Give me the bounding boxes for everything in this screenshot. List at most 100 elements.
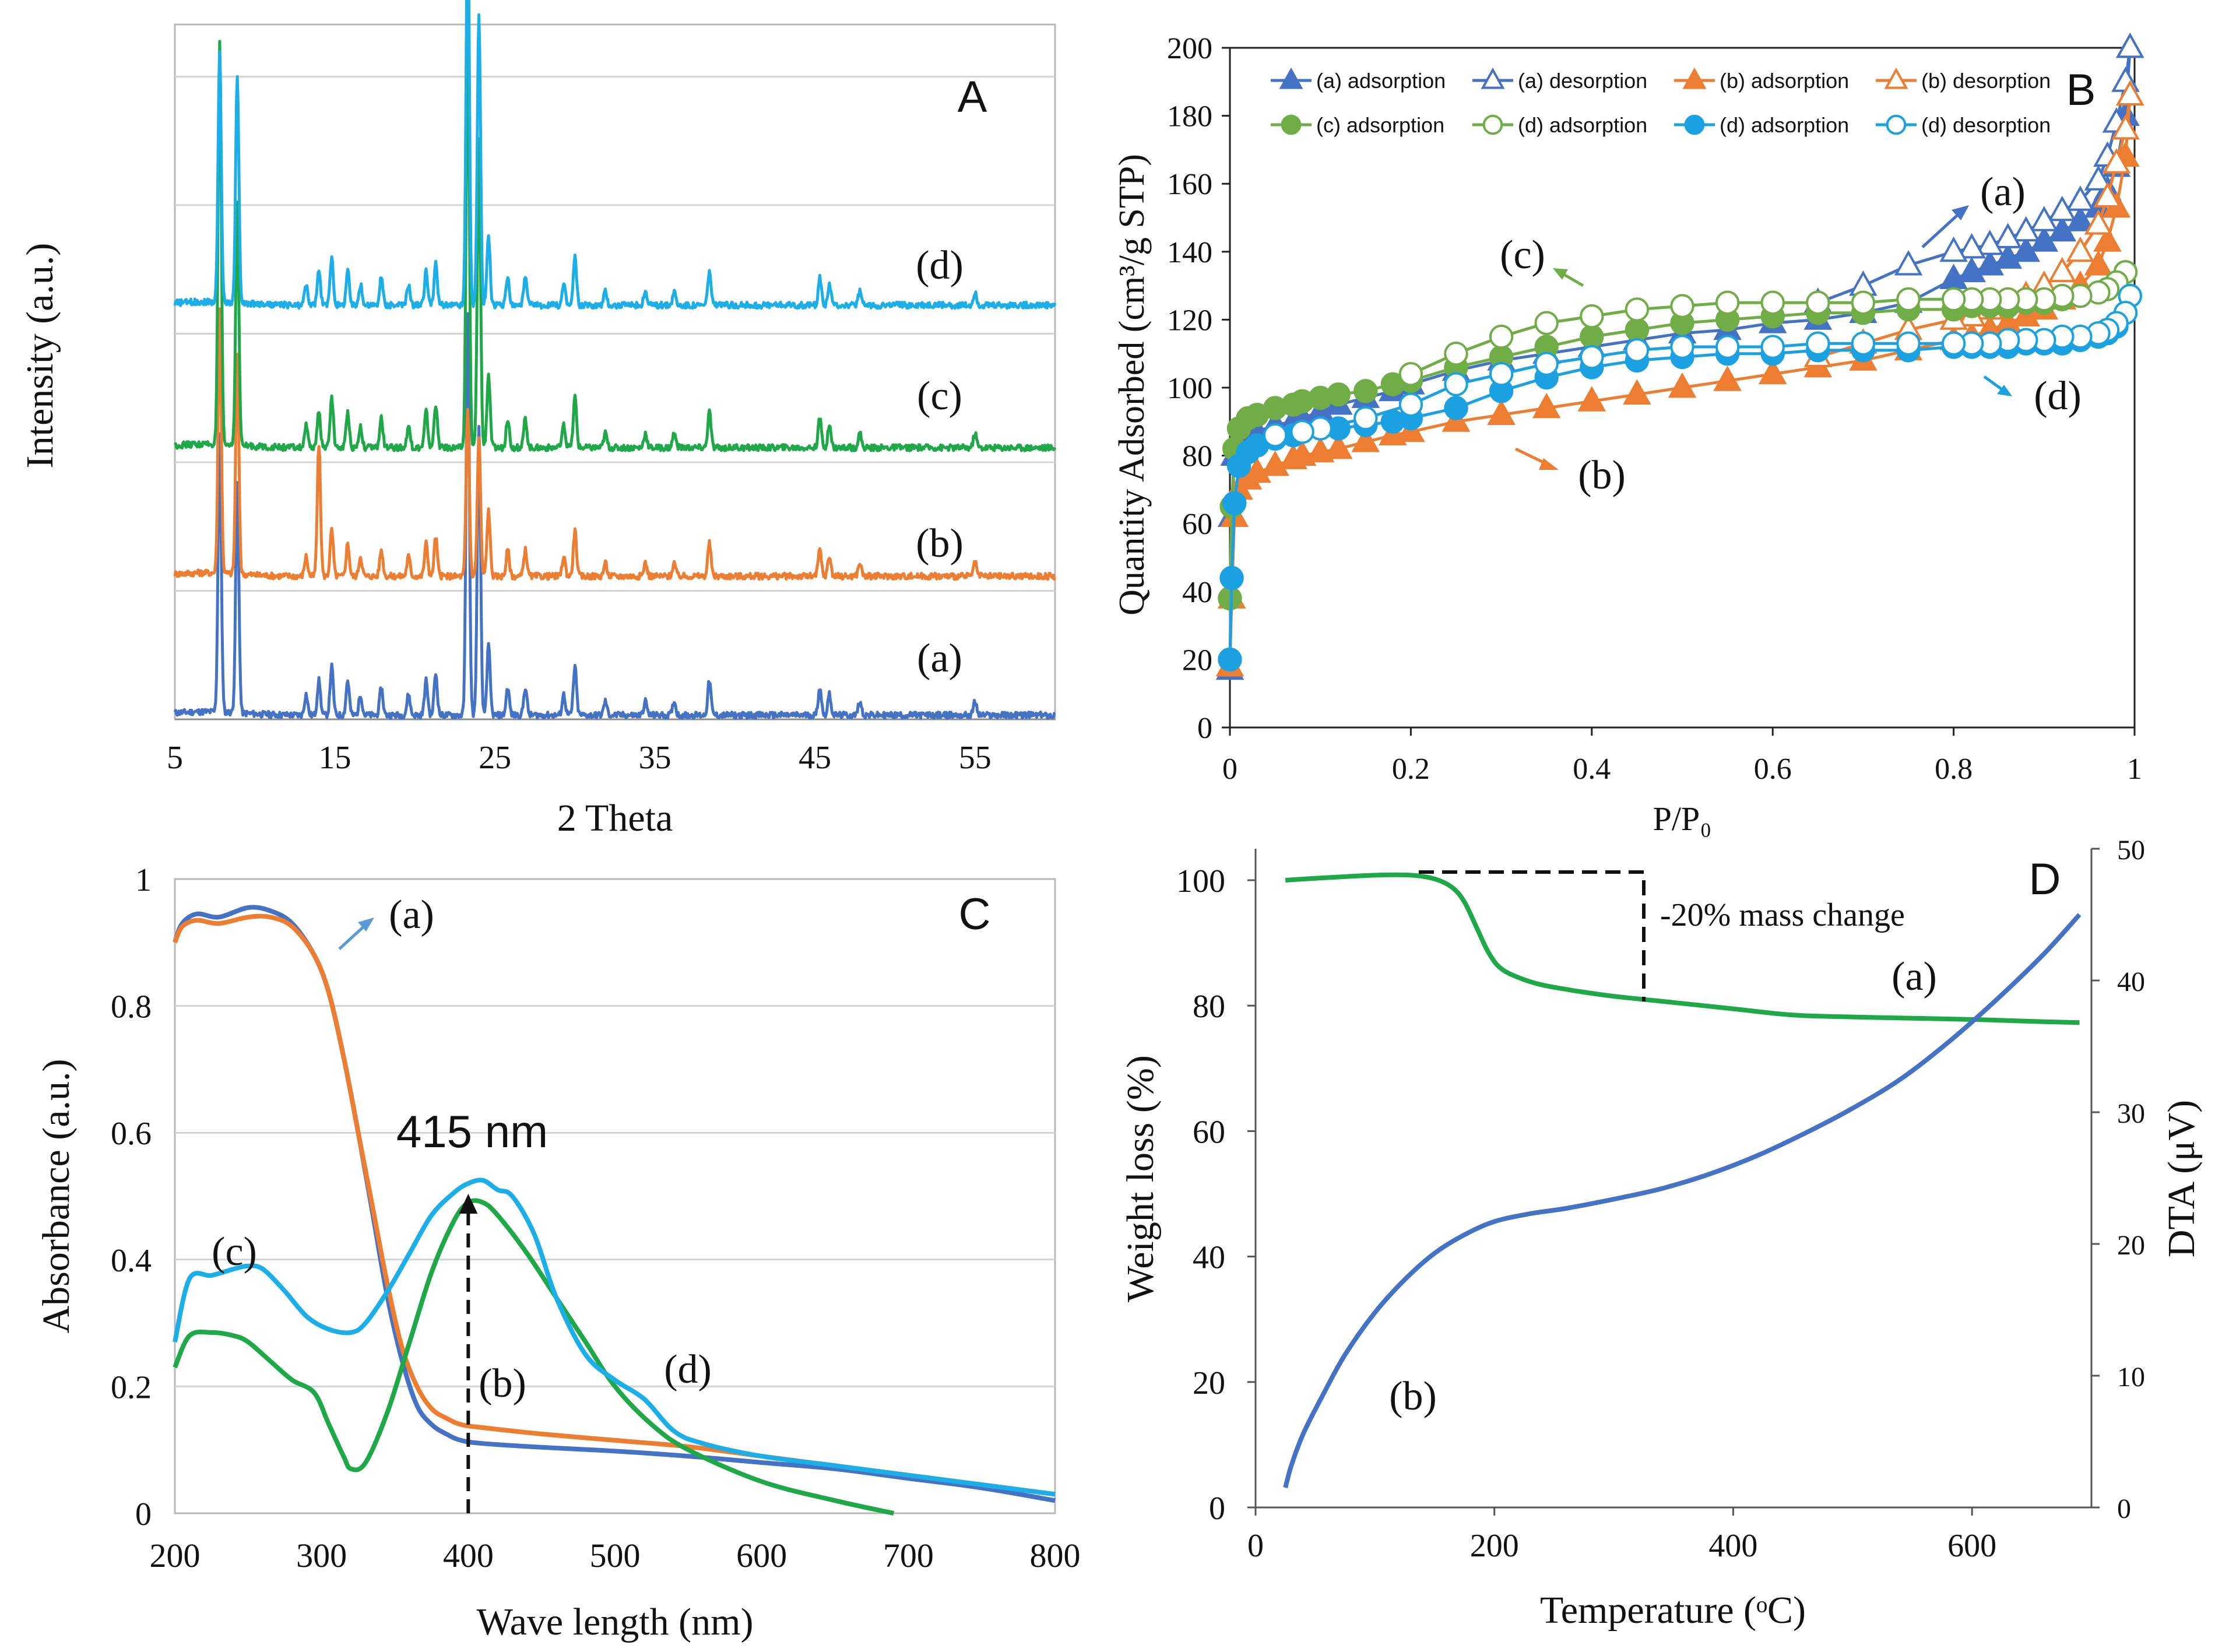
panel-a-label-b: (b) <box>916 521 964 566</box>
panel-b-y-tick-label: 180 <box>1167 100 1212 133</box>
panel-b-legend-label: (d) desorption <box>1921 113 2051 137</box>
panel-b-data-point <box>1670 294 1694 318</box>
panel-b-data-point <box>1261 450 1289 476</box>
panel-b-data-point <box>1760 335 1785 359</box>
panel-b-annotation-b: (b) <box>1578 453 1626 498</box>
panel-c-x-tick-label: 200 <box>150 1537 201 1574</box>
panel-a-y-axis-title: Intensity (a.u.) <box>19 243 61 469</box>
panel-b-annotation-a: (a) <box>1980 170 2026 215</box>
panel-b-data-point <box>1896 287 1921 312</box>
panel-d-y2-axis-title: DTA (μV) <box>2160 1100 2203 1257</box>
panel-d-annotation-a: (a) <box>1892 954 1937 999</box>
panel-b-data-point <box>1623 379 1651 405</box>
panel-c-annotation-d: (d) <box>664 1347 712 1392</box>
panel-b-x-tick-label: 0.6 <box>1754 753 1792 786</box>
panel-d-y2-tick-label: 20 <box>2117 1230 2145 1261</box>
panel-d-ticks: 0 20 40 60 80 100 0 10 20 30 40 50 0 200 400 600 <box>1176 835 2145 1564</box>
panel-a-label-c: (c) <box>917 374 962 419</box>
panel-b-data-point <box>1489 324 1514 349</box>
panel-b-data-point <box>2102 148 2131 174</box>
panel-c-series-a-line <box>173 905 1056 1503</box>
panel-b-x-tick-label: 0.8 <box>1935 753 1973 786</box>
panel-c-x-tick-label: 400 <box>443 1537 494 1574</box>
panel-d-annotation-mass-change: -20% mass change <box>1660 897 1905 933</box>
panel-c-arrow-a <box>338 918 374 950</box>
panel-b-legend-label: (a) desorption <box>1518 69 1647 93</box>
panel-b-data-point <box>1580 304 1604 329</box>
panel-d-y-tick-label: 0 <box>1209 1491 1225 1527</box>
panel-d-y-tick-label: 100 <box>1176 863 1225 899</box>
panel-a-series-d-line <box>173 0 1057 310</box>
panel-b-data-point <box>1580 345 1604 370</box>
panel-c-annotation-b: (b) <box>479 1361 526 1406</box>
panel-d-y2-tick-label: 0 <box>2117 1493 2131 1524</box>
panel-b-data-point <box>1219 565 1244 590</box>
panel-d-y2-tick-label: 50 <box>2117 835 2145 866</box>
panel-b-data-point <box>1444 342 1468 366</box>
panel-c-x-tick-label: 800 <box>1030 1537 1081 1574</box>
panel-b-legend-label: (d) adsorption <box>1720 113 1849 137</box>
panel-a-series <box>173 0 1057 720</box>
panel-b-x-tick-label: 0.2 <box>1392 753 1430 786</box>
panel-d-series <box>1283 872 2082 1489</box>
panel-b-data-point <box>2093 182 2122 208</box>
panel-b-legend-label: (b) adsorption <box>1720 69 1849 93</box>
panel-c-415nm-marker-arrowhead <box>459 1194 478 1214</box>
panel-b-legend: (a) adsorption (a) desorption (b) adsorpti… <box>1271 67 2051 137</box>
panel-b-data-point <box>1625 297 1650 322</box>
panel-c-y-tick-label: 0.4 <box>111 1243 152 1279</box>
panel-d: 0 20 40 60 80 100 0 10 20 30 40 50 0 200 400 600 -20% m… <box>1119 835 2203 1632</box>
panel-a-label-d: (d) <box>916 243 964 288</box>
panel-c-y-tick-label: 0.2 <box>111 1369 152 1405</box>
panel-c-y-tick-label: 1 <box>135 862 152 898</box>
panel-b-legend-label: (c) adsorption <box>1316 113 1444 137</box>
panel-b-data-point <box>1353 406 1378 431</box>
panel-b-data-point <box>1851 290 1876 315</box>
panel-c-x-tick-label: 500 <box>590 1537 641 1574</box>
panel-b-y-tick-label: 120 <box>1167 304 1212 337</box>
panel-c-x-axis-title: Wave length (nm) <box>477 1601 754 1643</box>
panel-d-annotation-b: (b) <box>1389 1374 1437 1419</box>
panel-c-series <box>173 905 1056 1516</box>
panel-a-gridlines <box>175 75 1055 592</box>
panel-b-data-point <box>1577 386 1606 412</box>
panel-c-y-tick-label: 0.8 <box>111 989 152 1025</box>
panel-c-gridlines <box>175 1005 1055 1387</box>
panel-c-ticks: 0 0.2 0.4 0.6 0.8 1 200 300 400 500 600 700 800 <box>111 862 1081 1574</box>
panel-d-y2-tick-label: 10 <box>2117 1362 2145 1393</box>
panel-b-legend-swatch-marker <box>1481 67 1505 89</box>
panel-b-data-point <box>2111 114 2140 140</box>
panel-b-annotation-c: (c) <box>1500 233 1545 277</box>
panel-c-arrow-a-head <box>358 918 374 932</box>
panel-c: 0 0.2 0.4 0.6 0.8 1 200 300 400 500 600 700 800 C 41… <box>35 862 1081 1643</box>
panel-d-y2-tick-label: 40 <box>2117 966 2145 997</box>
panel-b-y-tick-label: 60 <box>1182 508 1212 541</box>
panel-b-x-axis-title: P/P₀ <box>1653 800 1712 838</box>
panel-a-series-a-line <box>173 312 1056 720</box>
panel-b-data-point <box>1894 250 1923 276</box>
panel-a-x-tick-label: 55 <box>959 740 992 776</box>
panel-b-y-tick-label: 40 <box>1182 576 1212 609</box>
panel-c-series-d-line <box>173 1178 1056 1497</box>
panel-d-x-tick-label: 0 <box>1247 1528 1264 1564</box>
panel-b-data-point <box>1222 491 1247 515</box>
panel-b-legend-swatch-marker <box>1886 114 1907 135</box>
panel-b-data-point <box>1670 335 1694 359</box>
panel-b-data-point <box>1351 427 1380 452</box>
panel-b-series-group <box>1398 260 2138 386</box>
panel-b-data-point <box>1398 361 1423 386</box>
panel-b-data-point <box>1941 287 1966 312</box>
panel-b-data-point <box>2066 185 2095 211</box>
panel-a-series-b-line <box>173 307 1056 581</box>
panel-b-data-point <box>1625 338 1650 363</box>
panel-b-y-tick-label: 100 <box>1167 372 1212 405</box>
panel-b-data-point <box>1760 290 1785 315</box>
panel-b-data-point <box>1851 331 1876 356</box>
panel-a-x-tick-label: 5 <box>167 740 183 776</box>
panel-b-data-point <box>2012 216 2041 242</box>
panel-d-letter: D <box>2029 855 2061 904</box>
panel-b-legend-label: (b) desorption <box>1921 69 2051 93</box>
panel-b-arrowhead-d <box>1997 385 2012 396</box>
panel-b-data-point <box>1939 236 1968 262</box>
panel-d-y-tick-label: 60 <box>1193 1114 1225 1150</box>
